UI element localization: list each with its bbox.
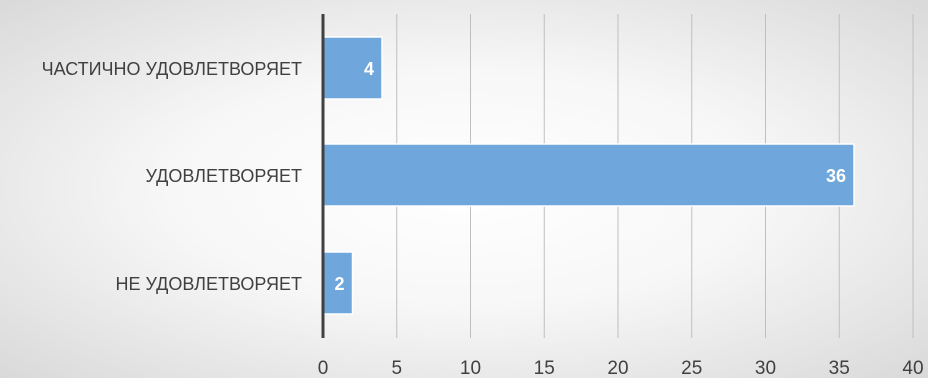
x-tick-label-30: 30 bbox=[755, 358, 776, 378]
x-tick-label-10: 10 bbox=[460, 358, 481, 378]
data-label-2: 36 bbox=[826, 166, 846, 186]
data-label-1: 4 bbox=[364, 59, 374, 79]
data-labels: 4 36 2 bbox=[334, 59, 846, 294]
x-tick-labels: 0 5 10 15 20 25 30 35 40 bbox=[318, 358, 924, 378]
category-label-3: НЕ УДОВЛЕТВОРЯЕТ bbox=[116, 274, 302, 294]
x-tick-label-5: 5 bbox=[391, 358, 402, 378]
bars bbox=[322, 36, 855, 315]
bar-2 bbox=[322, 143, 855, 207]
x-tick-label-35: 35 bbox=[829, 358, 850, 378]
category-label-1: ЧАСТИЧНО УДОВЛЕТВОРЯЕТ bbox=[42, 59, 302, 79]
bar-3 bbox=[322, 251, 354, 315]
x-tick-label-0: 0 bbox=[318, 358, 329, 378]
category-labels: ЧАСТИЧНО УДОВЛЕТВОРЯЕТ УДОВЛЕТВОРЯЕТ НЕ УД… bbox=[42, 59, 302, 294]
data-label-3: 2 bbox=[334, 274, 344, 294]
x-tick-label-40: 40 bbox=[902, 358, 923, 378]
category-label-2: УДОВЛЕТВОРЯЕТ bbox=[146, 166, 302, 186]
x-tick-label-15: 15 bbox=[534, 358, 555, 378]
x-tick-label-20: 20 bbox=[607, 358, 628, 378]
x-tick-label-25: 25 bbox=[681, 358, 702, 378]
